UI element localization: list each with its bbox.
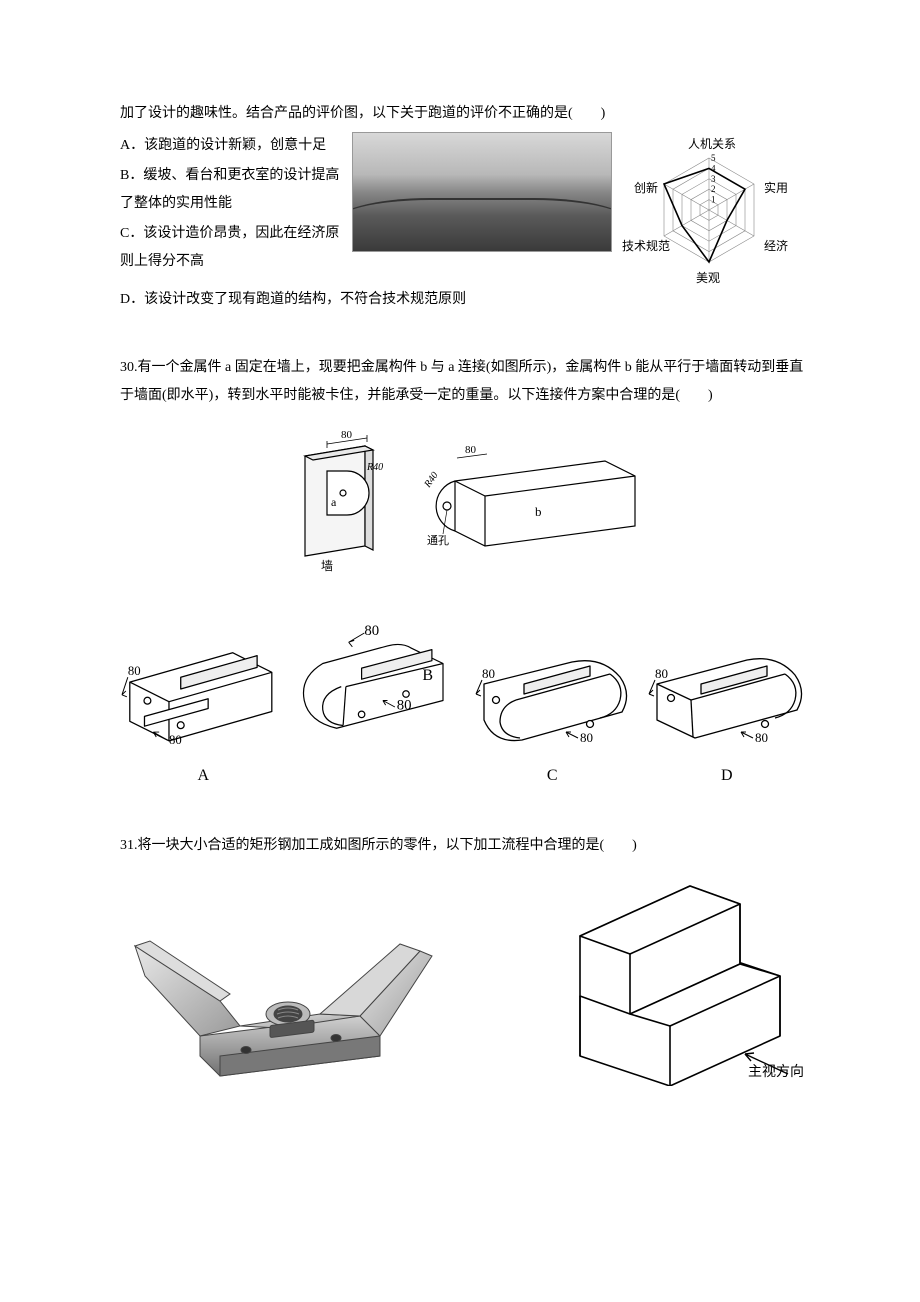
label-hole: 通孔	[427, 534, 449, 547]
svg-text:80: 80	[128, 664, 141, 678]
q30-option-figures: 80 80 A 80	[120, 617, 810, 792]
svg-text:80: 80	[169, 733, 182, 747]
q31-figures: 主视方向	[120, 876, 810, 1097]
dim-r40-b: R40	[422, 470, 441, 490]
dim-r40-a: R40	[366, 462, 383, 473]
svg-text:1: 1	[711, 195, 716, 205]
q29-option-d: D．该设计改变了现有跑道的结构，不符合技术规范原则	[120, 286, 810, 314]
radar-axis-3: 美观	[696, 266, 720, 290]
svg-text:80: 80	[655, 666, 668, 681]
radar-axis-4: 技术规范	[622, 234, 670, 258]
q30-number: 30.	[120, 360, 138, 375]
label-wall: 墙	[321, 559, 333, 573]
view-direction-label: 主视方向	[748, 1064, 804, 1080]
dim-80-a: 80	[341, 429, 353, 441]
opt-label-a: A	[120, 760, 287, 792]
q30-body: 有一个金属件 a 固定在墙上，现要把金属构件 b 与 a 连接(如图所示)，金属…	[120, 360, 803, 403]
q31-part-render	[120, 906, 440, 1097]
svg-text:3: 3	[711, 174, 716, 184]
q29-intro-text: 加了设计的趣味性。结合产品的评价图，以下关于跑道的评价不正确的是( )	[120, 100, 810, 128]
q29-option-a: A．该跑道的设计新颖，创意十足	[120, 132, 340, 160]
opt-label-c: C	[469, 760, 636, 792]
dim-80-b: 80	[465, 444, 477, 456]
q29-option-b: B．缓坡、看台和更衣室的设计提高了整体的实用性能	[120, 162, 340, 218]
radar-axis-5: 创新	[634, 176, 658, 200]
svg-text:80: 80	[364, 623, 379, 639]
radar-axis-0: 人机关系	[688, 132, 736, 156]
q31-step-block: 主视方向	[550, 876, 810, 1097]
q29-options-abc: A．该跑道的设计新颖，创意十足 B．缓坡、看台和更衣室的设计提高了整体的实用性能…	[120, 132, 340, 278]
question-29: 加了设计的趣味性。结合产品的评价图，以下关于跑道的评价不正确的是( ) A．该跑…	[120, 100, 810, 314]
svg-text:2: 2	[711, 184, 716, 194]
q29-option-c: C．该设计造价昂贵，因此在经济原则上得分不高	[120, 220, 340, 276]
q29-content-row: A．该跑道的设计新颖，创意十足 B．缓坡、看台和更衣室的设计提高了整体的实用性能…	[120, 132, 810, 282]
svg-text:80: 80	[580, 730, 593, 745]
q29-radar-chart: 12345 人机关系 实用 经济 美观 技术规范 创新	[624, 132, 794, 282]
opt-label-d: D	[644, 760, 811, 792]
q30-option-b: 80 80 B	[295, 617, 462, 792]
svg-text:80: 80	[755, 730, 768, 745]
label-b: b	[535, 504, 542, 519]
q31-body: 将一块大小合适的矩形钢加工成如图所示的零件，以下加工流程中合理的是( )	[138, 838, 637, 853]
question-30: 30.有一个金属件 a 固定在墙上，现要把金属构件 b 与 a 连接(如图所示)…	[120, 354, 810, 792]
radar-axis-1: 实用	[764, 176, 788, 200]
q30-option-a: 80 80 A	[120, 627, 287, 792]
q29-track-photo	[352, 132, 612, 252]
label-a: a	[331, 495, 337, 509]
q30-main-figure: a 墙 80 R40 b 通孔	[120, 426, 810, 587]
q31-number: 31.	[120, 838, 138, 853]
q30-text: 30.有一个金属件 a 固定在墙上，现要把金属构件 b 与 a 连接(如图所示)…	[120, 354, 810, 410]
q30-option-d: 80 80 D	[644, 642, 811, 792]
q31-text: 31.将一块大小合适的矩形钢加工成如图所示的零件，以下加工流程中合理的是( )	[120, 832, 810, 860]
opt-label-b: B	[345, 660, 512, 692]
question-31: 31.将一块大小合适的矩形钢加工成如图所示的零件，以下加工流程中合理的是( )	[120, 832, 810, 1097]
svg-text:80: 80	[396, 698, 411, 714]
radar-axis-2: 经济	[764, 234, 788, 258]
